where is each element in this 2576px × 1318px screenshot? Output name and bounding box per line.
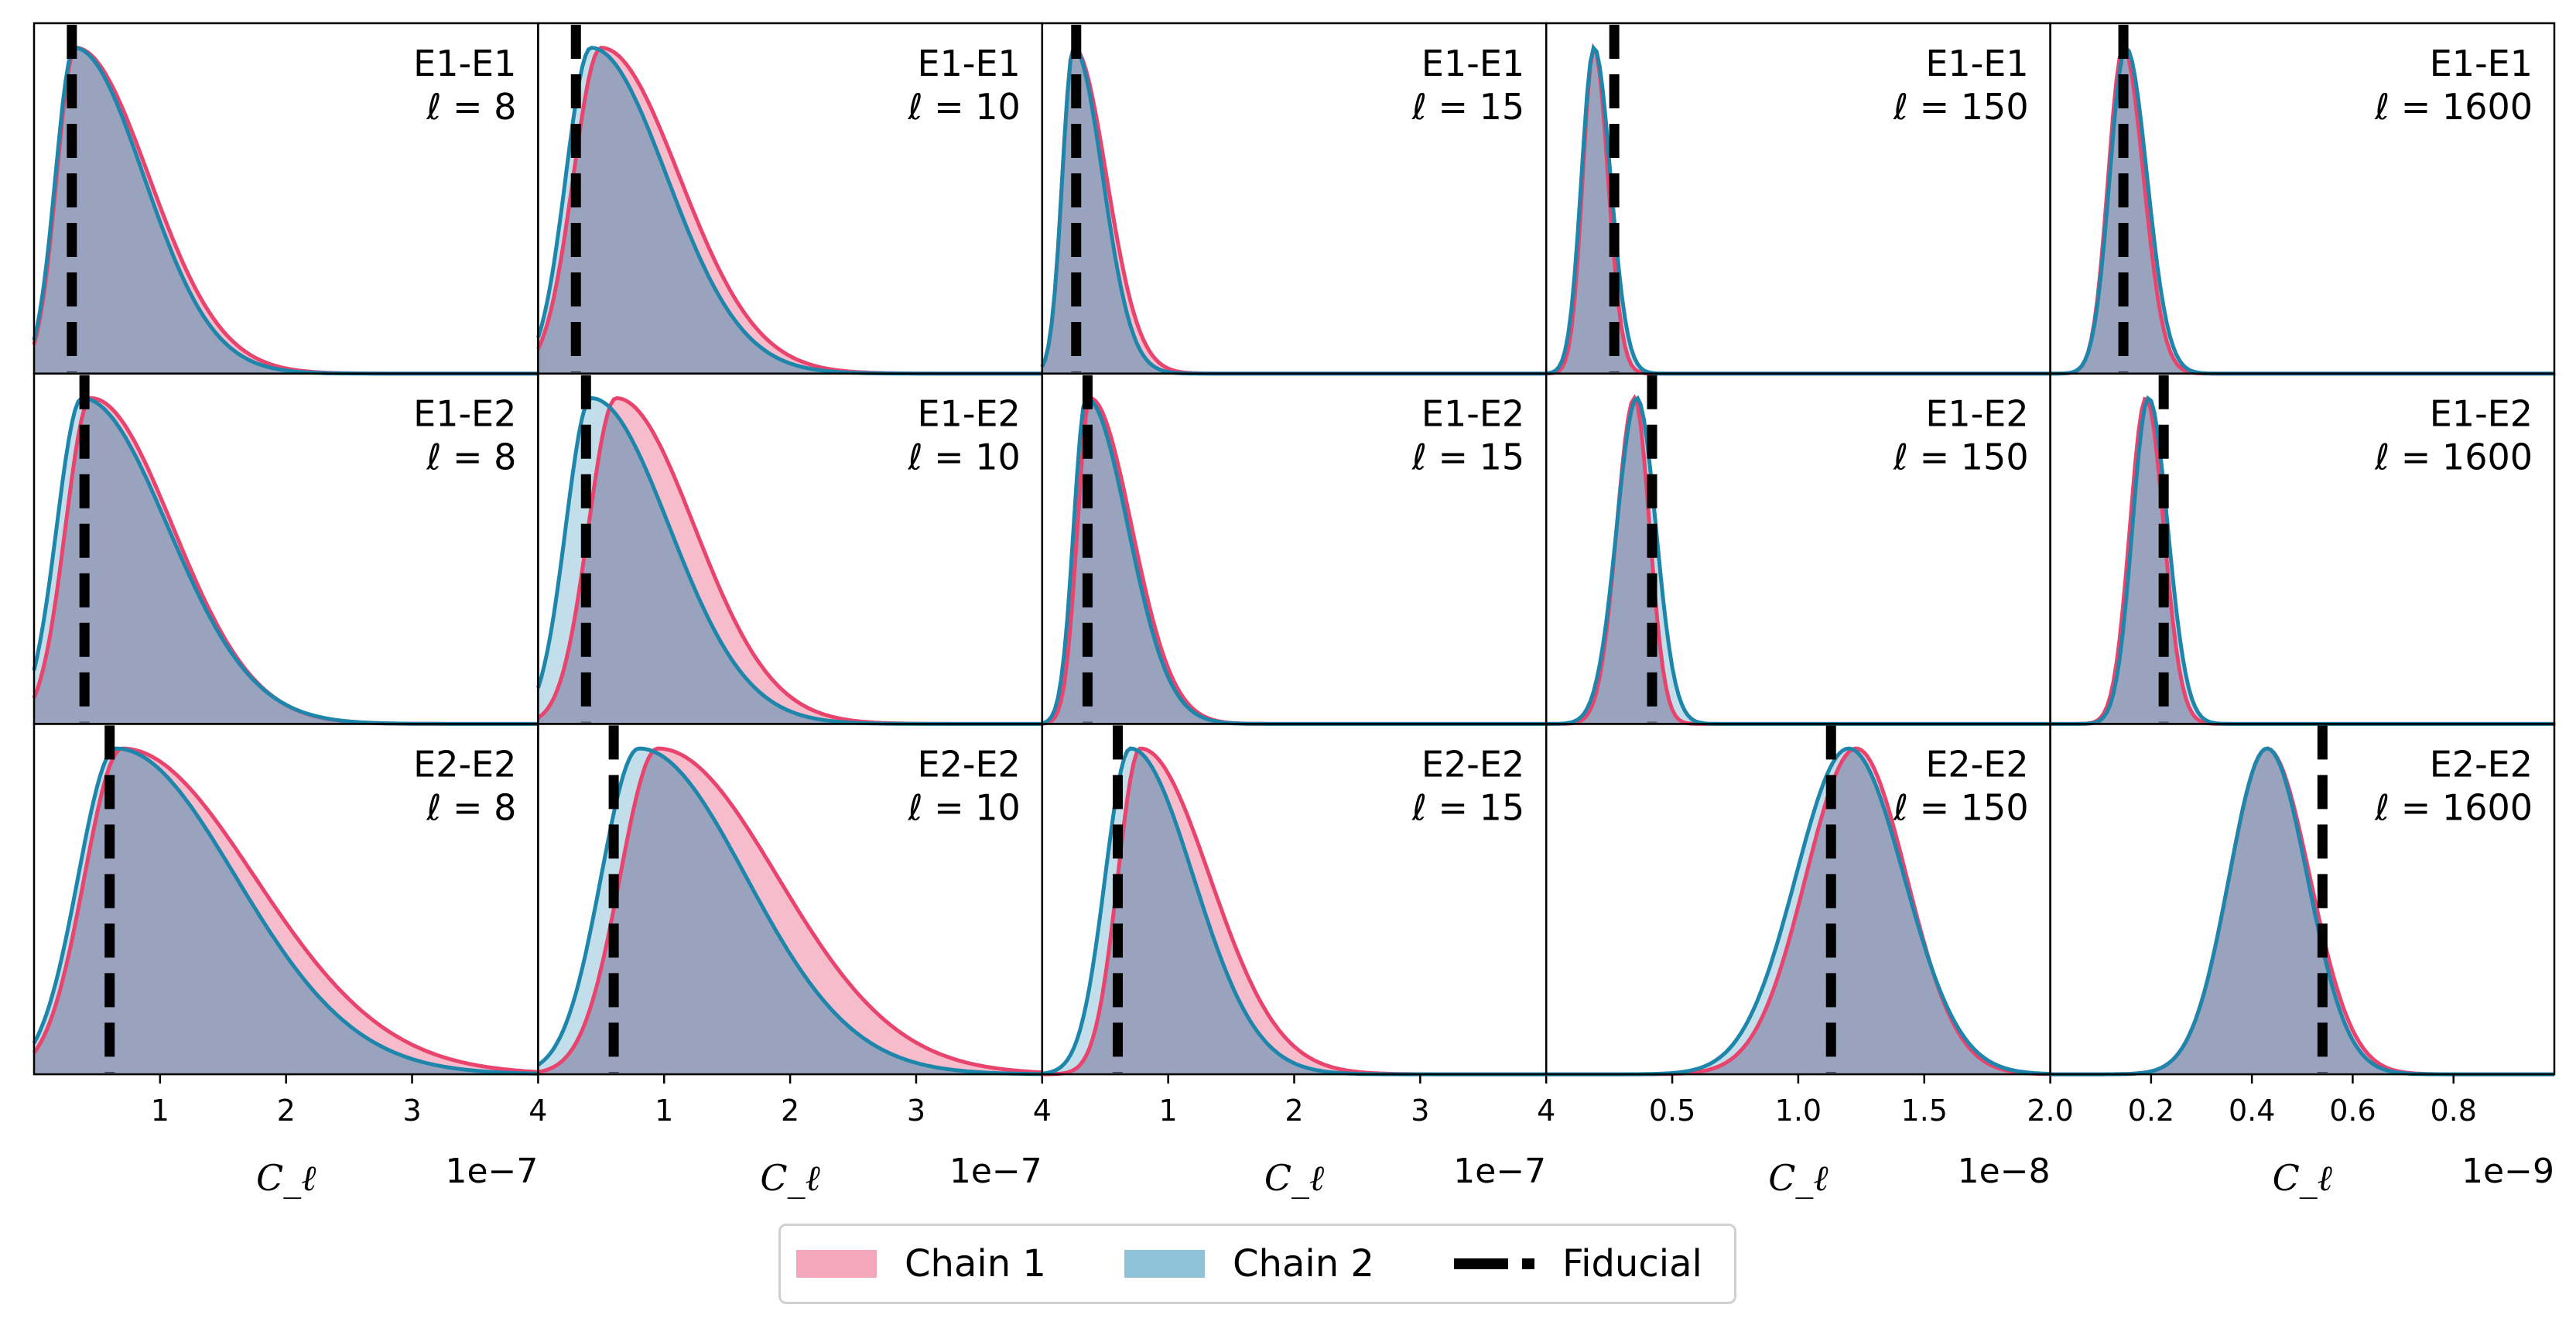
legend-label-fiducial: Fiducial	[1562, 1242, 1702, 1285]
panel-pair-label-r1-c5: E1-E1	[2430, 43, 2533, 84]
panel-pair-label-r1-c2: E1-E1	[918, 43, 1021, 84]
x-tick-label-r3-c2-3: 3	[907, 1094, 925, 1128]
legend-item-chain-2: Chain 2	[1124, 1226, 1374, 1302]
panel-pair-label-r2-c5: E1-E2	[2430, 393, 2533, 435]
overlap-fill-r3-c3	[1042, 751, 1547, 1075]
panel-ell-label-r2-c1: ℓ = 8	[426, 436, 516, 478]
x-tick-label-r3-c3-3: 3	[1411, 1094, 1429, 1128]
panel-pair-label-r1-c3: E1-E1	[1421, 43, 1524, 84]
overlap-fill-r1-c3	[1042, 47, 1547, 374]
x-tick-label-r3-c4-2: 1.0	[1775, 1094, 1822, 1128]
chain-2-line-r3-c1	[32, 746, 539, 1076]
overlap-fill-r1-c2	[538, 50, 1042, 374]
x-tick-label-r3-c5-4: 0.8	[2431, 1094, 2477, 1128]
legend-label-chain-1: Chain 1	[905, 1242, 1046, 1285]
x-tick-label-r3-c3-2: 2	[1285, 1094, 1303, 1128]
x-tick-label-r3-c5-2: 0.4	[2229, 1094, 2275, 1128]
x-axis-label-r3-c5: C_ℓ	[2273, 1157, 2333, 1199]
panel-ell-label-r3-c5: ℓ = 1600	[2374, 786, 2533, 828]
chain-2-line-r3-c2	[536, 746, 1042, 1077]
panel-ell-label-r2-c5: ℓ = 1600	[2374, 436, 2533, 478]
overlap-fill-r2-c1	[34, 399, 539, 724]
fiducial-dash-swatch	[1454, 1258, 1534, 1269]
x-tick-label-r3-c3-4: 4	[1537, 1094, 1555, 1128]
panel-ell-label-r2-c3: ℓ = 15	[1411, 436, 1524, 478]
panel-pair-label-r3-c5: E2-E2	[2430, 743, 2533, 785]
overlap-fill-r3-c2	[538, 751, 1042, 1075]
x-tick-label-r3-c4-1: 0.5	[1649, 1094, 1695, 1128]
legend-item-chain-1: Chain 1	[796, 1226, 1046, 1302]
panel-pair-label-r2-c2: E1-E2	[918, 393, 1021, 435]
overlap-fill-r2-c3	[1042, 399, 1547, 724]
x-axis-label-r3-c3: C_ℓ	[1264, 1157, 1325, 1199]
panel-ell-label-r2-c2: ℓ = 10	[907, 436, 1020, 478]
x-offset-label-r3-c2: 1e−7	[949, 1152, 1042, 1191]
x-tick-label-r3-c2-2: 2	[781, 1094, 799, 1128]
overlap-fill-r3-c5	[2050, 748, 2554, 1075]
chain-2-swatch	[1124, 1250, 1205, 1278]
overlap-fill-r1-c1	[34, 47, 539, 374]
panel-frame-r3-c5	[2049, 723, 2556, 1076]
panel-ell-label-r1-c3: ℓ = 15	[1411, 86, 1524, 128]
x-axis-label-r3-c2: C_ℓ	[760, 1157, 820, 1199]
panel-pair-label-r3-c3: E2-E2	[1421, 743, 1524, 785]
x-offset-label-r3-c3: 1e−7	[1453, 1152, 1546, 1191]
x-tick-label-r3-c1-1: 1	[151, 1094, 169, 1128]
panel-ell-label-r1-c2: ℓ = 10	[907, 86, 1020, 128]
overlap-fill-r3-c1	[34, 748, 539, 1075]
x-tick-label-r3-c1-4: 4	[529, 1094, 547, 1128]
overlap-fill-r1-c5	[2050, 50, 2554, 374]
legend-label-chain-2: Chain 2	[1233, 1242, 1374, 1285]
overlap-fill-r2-c5	[2050, 399, 2554, 724]
legend-item-fiducial: Fiducial	[1454, 1226, 1702, 1302]
panel-pair-label-r1-c4: E1-E1	[1925, 43, 2028, 84]
panel-ell-label-r1-c1: ℓ = 8	[426, 86, 516, 128]
chain-1-line-r3-c2	[537, 746, 1042, 1075]
x-tick-label-r3-c5-3: 0.6	[2329, 1094, 2376, 1128]
panel-pair-label-r2-c3: E1-E2	[1421, 393, 1524, 435]
panel-ell-label-r1-c5: ℓ = 1600	[2374, 86, 2533, 128]
chain-1-line-r3-c1	[32, 746, 539, 1074]
chain-1-swatch	[796, 1250, 877, 1278]
x-tick-label-r3-c4-3: 1.5	[1901, 1094, 1948, 1128]
panel-pair-label-r2-c4: E1-E2	[1925, 393, 2028, 435]
panel-ell-label-r3-c3: ℓ = 15	[1411, 786, 1524, 828]
x-tick-label-r3-c1-2: 2	[277, 1094, 296, 1128]
panel-pair-label-r2-c1: E1-E2	[413, 393, 516, 435]
overlap-fill-r1-c4	[1546, 48, 2051, 374]
panel-pair-label-r1-c1: E1-E1	[413, 43, 516, 84]
x-axis-label-r3-c4: C_ℓ	[1768, 1157, 1829, 1199]
x-tick-label-r3-c2-1: 1	[655, 1094, 673, 1128]
x-tick-label-r3-c3-1: 1	[1159, 1094, 1178, 1128]
x-offset-label-r3-c5: 1e−9	[2461, 1152, 2554, 1191]
panel-ell-label-r3-c2: ℓ = 10	[907, 786, 1020, 828]
panel-pair-label-r3-c2: E2-E2	[918, 743, 1021, 785]
panel-ell-label-r3-c4: ℓ = 150	[1893, 786, 2029, 828]
x-offset-label-r3-c1: 1e−7	[445, 1152, 538, 1191]
panel-ell-label-r1-c4: ℓ = 150	[1893, 86, 2029, 128]
x-tick-label-r3-c4-4: 2.0	[2027, 1094, 2073, 1128]
x-tick-label-r3-c1-3: 3	[402, 1094, 421, 1128]
x-tick-label-r3-c2-4: 4	[1033, 1094, 1052, 1128]
x-offset-label-r3-c4: 1e−8	[1958, 1152, 2051, 1191]
x-axis-label-r3-c1: C_ℓ	[256, 1157, 316, 1199]
legend: Chain 1 Chain 2 Fiducial	[778, 1224, 1736, 1304]
panel-pair-label-r3-c4: E2-E2	[1925, 743, 2028, 785]
panel-ell-label-r2-c4: ℓ = 150	[1893, 436, 2029, 478]
overlap-fill-r2-c2	[538, 408, 1042, 724]
panel-ell-label-r3-c1: ℓ = 8	[426, 786, 516, 828]
x-tick-label-r3-c5-1: 0.2	[2128, 1094, 2174, 1128]
panel-pair-label-r3-c1: E2-E2	[413, 743, 516, 785]
